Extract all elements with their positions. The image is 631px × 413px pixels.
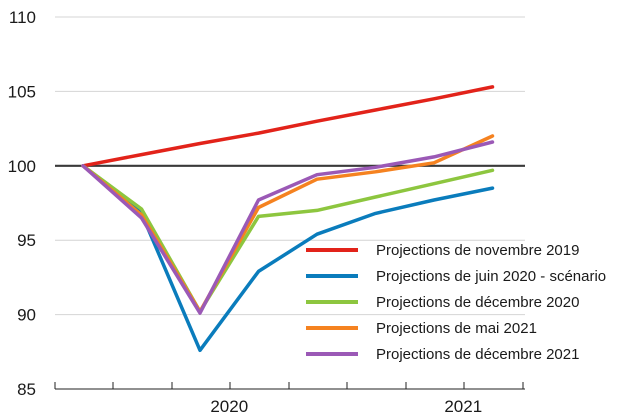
y-tick-labels: 85 90 95 100 105 110	[8, 8, 36, 399]
x-tick-labels: 2020 2021	[210, 397, 482, 413]
legend-label: Projections de juin 2020 - scénario	[376, 268, 606, 285]
series-line-2	[81, 164, 495, 314]
series-line-4	[81, 140, 495, 315]
y-tick-label: 85	[17, 380, 36, 399]
series-line-0	[81, 85, 495, 168]
y-tick-label: 110	[9, 8, 36, 27]
series-lines	[81, 85, 495, 353]
y-tick-label: 95	[17, 231, 36, 250]
x-axis	[54, 382, 525, 390]
x-tick-label: 2021	[444, 397, 482, 413]
legend-label: Projections de novembre 2019	[376, 242, 579, 259]
y-tick-label: 105	[8, 82, 36, 101]
y-tick-label: 100	[8, 157, 36, 176]
legend-label: Projections de mai 2021	[376, 320, 537, 337]
legend-label: Projections de décembre 2021	[376, 346, 579, 363]
x-tick-label: 2020	[210, 397, 248, 413]
legend: Projections de novembre 2019 Projections …	[306, 242, 606, 363]
legend-label: Projections de décembre 2020	[376, 294, 579, 311]
y-tick-label: 90	[17, 306, 36, 325]
